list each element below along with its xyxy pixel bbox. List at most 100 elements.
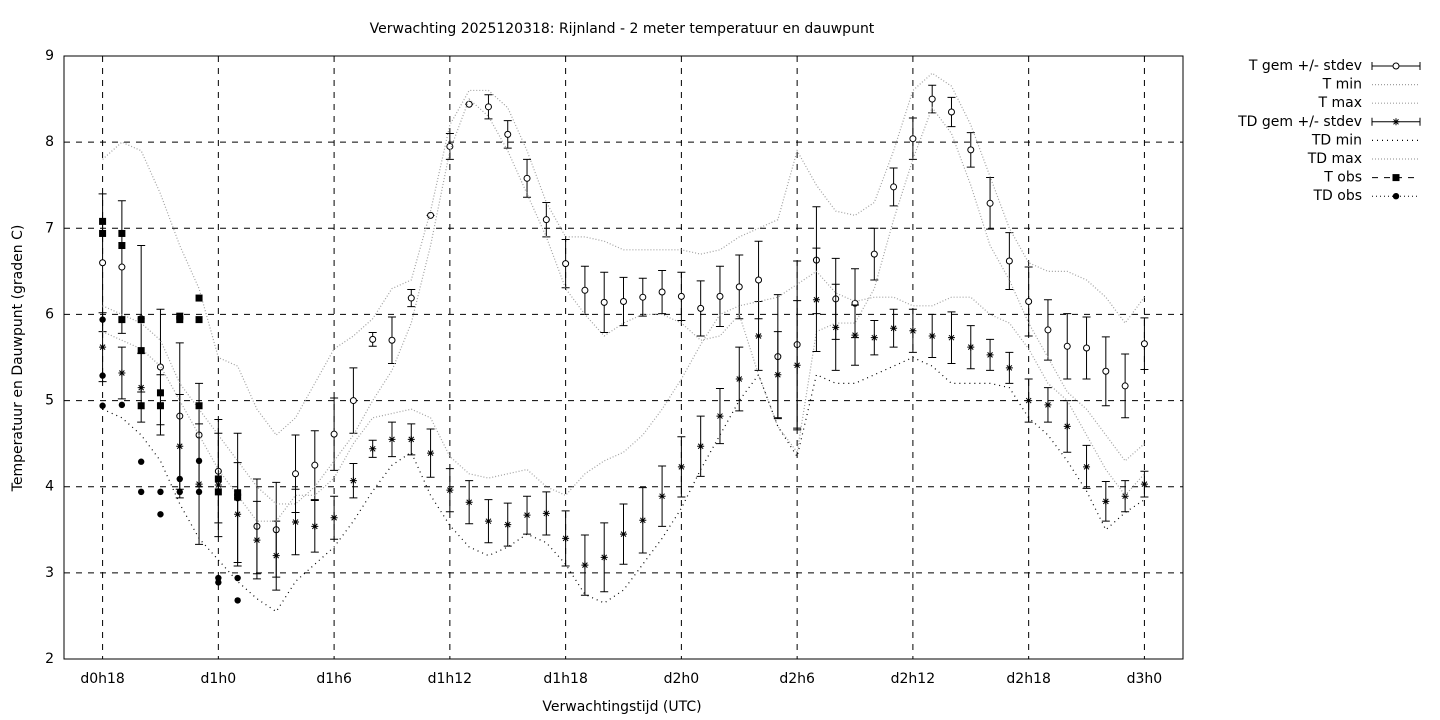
marker: [812, 296, 820, 304]
y-axis-label: Temperatuur en Dauwpunt (graden C): [10, 225, 26, 493]
y-tick-label: 2: [45, 651, 54, 667]
legend-label: T gem +/- stdev: [1248, 58, 1362, 74]
x-tick-label: d1h6: [316, 671, 352, 687]
marker: [851, 331, 859, 339]
x-tick-label: d2h18: [1006, 671, 1050, 687]
marker: [1392, 62, 1400, 70]
marker: [99, 316, 106, 323]
marker: [504, 521, 512, 529]
marker: [214, 481, 222, 489]
y-tick-label: 8: [45, 134, 54, 150]
legend-label: T obs: [1323, 170, 1362, 186]
marker: [253, 536, 261, 544]
legend-label: T max: [1317, 95, 1362, 111]
legend-label: TD min: [1311, 132, 1362, 148]
marker: [234, 493, 242, 501]
marker: [388, 336, 396, 344]
marker: [214, 475, 222, 483]
marker: [658, 492, 666, 500]
marker: [118, 401, 126, 409]
marker: [504, 130, 512, 138]
marker: [157, 511, 164, 518]
marker: [639, 293, 647, 301]
marker: [890, 183, 898, 191]
marker: [311, 522, 319, 530]
marker: [523, 174, 531, 182]
marker: [388, 435, 396, 443]
y-tick-label: 7: [45, 220, 54, 236]
marker: [600, 298, 608, 306]
marker: [137, 384, 145, 392]
marker: [465, 498, 473, 506]
marker: [1121, 382, 1129, 390]
marker: [928, 332, 936, 340]
y-tick-label: 5: [45, 393, 54, 409]
marker: [99, 372, 106, 379]
marker: [1392, 193, 1400, 200]
marker: [330, 430, 338, 438]
y-tick-label: 6: [45, 306, 54, 322]
marker: [755, 332, 763, 340]
marker: [967, 343, 975, 351]
marker: [562, 260, 570, 268]
marker: [928, 95, 936, 103]
range-line: [102, 98, 1145, 505]
marker: [967, 146, 975, 154]
marker: [1063, 422, 1071, 430]
marker: [137, 402, 145, 410]
marker: [1025, 298, 1033, 306]
marker: [870, 334, 878, 342]
marker: [677, 463, 685, 471]
marker: [639, 516, 647, 524]
marker: [99, 402, 106, 409]
marker: [292, 470, 300, 478]
marker: [1392, 118, 1400, 126]
marker: [99, 217, 107, 225]
marker: [195, 316, 203, 324]
marker: [1025, 397, 1033, 405]
x-tick-label: d3h0: [1127, 671, 1163, 687]
marker: [349, 397, 357, 405]
marker: [484, 517, 492, 525]
marker: [542, 216, 550, 224]
marker: [349, 477, 357, 485]
marker: [99, 343, 107, 351]
marker: [947, 108, 955, 116]
marker: [137, 316, 145, 324]
marker: [195, 457, 203, 465]
marker: [600, 553, 608, 561]
marker: [176, 442, 184, 450]
marker: [465, 100, 473, 108]
marker: [1140, 480, 1148, 488]
marker: [1044, 401, 1052, 409]
marker: [137, 458, 145, 465]
marker: [195, 488, 203, 496]
marker: [620, 530, 627, 538]
marker: [176, 488, 183, 496]
marker: [195, 294, 203, 302]
marker: [407, 294, 415, 302]
marker: [1102, 497, 1110, 505]
marker: [484, 103, 492, 111]
marker: [195, 480, 203, 488]
x-tick-label: d2h6: [779, 671, 815, 687]
marker: [156, 363, 164, 371]
x-tick-label: d1h0: [201, 671, 237, 687]
marker: [581, 286, 589, 294]
marker: [176, 475, 183, 483]
marker: [118, 369, 126, 377]
marker: [1083, 463, 1091, 471]
marker: [774, 371, 782, 379]
range-line: [102, 270, 1145, 522]
marker: [947, 334, 955, 342]
marker: [697, 304, 705, 312]
marker: [658, 288, 666, 296]
marker: [118, 316, 126, 324]
marker: [890, 324, 898, 332]
x-tick-label: d0h18: [80, 671, 124, 687]
marker: [427, 449, 435, 457]
marker: [99, 229, 107, 237]
marker: [156, 402, 164, 410]
